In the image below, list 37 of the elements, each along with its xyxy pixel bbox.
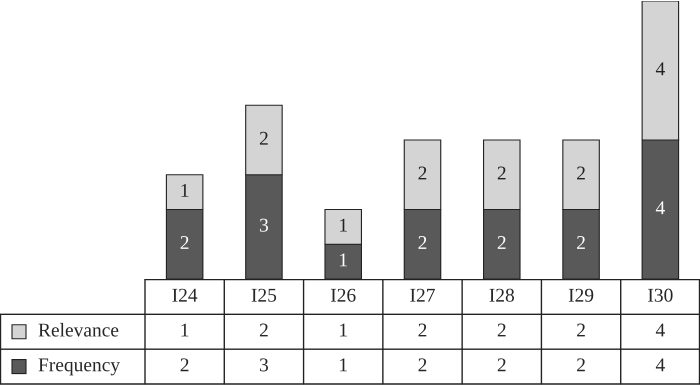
- data-label: 1: [340, 218, 347, 232]
- x-tick-label: I30: [648, 288, 673, 302]
- text: 1: [181, 324, 188, 336]
- legend-label: Relevance: [38, 322, 118, 337]
- data-label: 2: [577, 236, 585, 249]
- data-label: 2: [180, 236, 188, 249]
- x-tick-label: I27: [410, 288, 435, 302]
- x-tick-label: I28: [490, 288, 514, 302]
- legend-label: Frequency: [38, 358, 120, 376]
- data-label: 2: [498, 166, 506, 180]
- text: 2: [418, 324, 426, 336]
- text: 2: [260, 324, 268, 336]
- data-label: 2: [577, 166, 585, 180]
- text: 2: [498, 324, 506, 336]
- text: 1: [340, 358, 347, 372]
- data-label: 1: [340, 253, 347, 266]
- data-label: 2: [418, 236, 426, 249]
- text: 1: [340, 324, 347, 336]
- text: 2: [418, 358, 426, 372]
- data-label: 4: [656, 62, 665, 76]
- text: 4: [656, 324, 665, 336]
- x-tick-label: I25: [252, 288, 276, 302]
- x-tick-label: I24: [172, 288, 198, 302]
- text: 4: [656, 358, 665, 372]
- text: 3: [260, 358, 268, 372]
- text: 2: [577, 324, 585, 336]
- text: 2: [577, 358, 585, 372]
- text: 2: [180, 358, 188, 372]
- x-tick-label: I26: [330, 288, 356, 302]
- text: 2: [498, 358, 506, 372]
- data-label: 2: [498, 236, 506, 249]
- data-label: 2: [418, 166, 426, 180]
- data-label: 2: [260, 132, 268, 145]
- data-label: 4: [656, 201, 665, 214]
- data-label: 3: [260, 218, 268, 232]
- data-label: 1: [181, 184, 188, 197]
- x-tick-label: I29: [568, 288, 594, 302]
